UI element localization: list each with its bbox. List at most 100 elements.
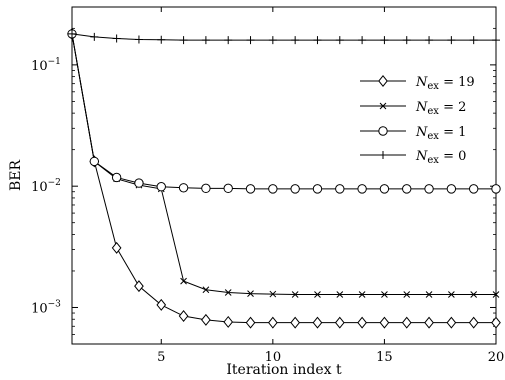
diamond-marker — [178, 310, 189, 323]
plus-marker — [447, 36, 456, 45]
circle-marker — [335, 184, 345, 194]
circle-marker — [245, 184, 256, 194]
diamond-marker — [401, 316, 412, 329]
x-tick-label: 20 — [488, 350, 505, 365]
series-plus — [68, 29, 500, 45]
legend-label: Nex = 0 — [415, 149, 466, 166]
circle-marker — [378, 126, 388, 136]
circle-marker — [357, 184, 367, 194]
diamond-marker — [424, 316, 434, 329]
diamond-marker — [267, 316, 278, 329]
x-marker — [470, 291, 478, 298]
x-marker — [202, 286, 210, 294]
plus-marker — [90, 32, 99, 41]
circle-marker — [312, 184, 323, 194]
plus-marker — [358, 36, 367, 45]
x-marker — [403, 291, 411, 298]
circle-marker — [290, 184, 300, 194]
circle-marker — [446, 184, 457, 194]
x-marker — [381, 291, 388, 298]
diamond-marker — [201, 313, 211, 326]
x-marker — [425, 291, 433, 298]
plus-marker — [246, 36, 255, 45]
plus-marker — [335, 36, 344, 45]
x-marker — [492, 291, 500, 298]
x-tick-label: 5 — [157, 350, 165, 365]
circle-marker — [468, 184, 479, 194]
diamond-marker — [312, 316, 323, 329]
legend-label: Nex = 2 — [415, 100, 466, 117]
x-marker — [224, 289, 232, 296]
circle-marker — [156, 182, 166, 192]
x-marker — [269, 290, 277, 298]
legend-label: Nex = 19 — [415, 75, 475, 92]
x-marker — [180, 277, 187, 285]
circle-marker — [379, 184, 390, 194]
diamond-marker — [134, 280, 144, 293]
circle-marker — [402, 184, 412, 194]
plus-marker — [157, 35, 166, 44]
diamond-marker — [245, 316, 256, 329]
y-tick-label: 10−3 — [31, 299, 61, 316]
circle-marker — [111, 172, 122, 183]
diamond-marker — [357, 316, 367, 329]
y-tick-label: 10−1 — [31, 57, 61, 74]
x-marker — [448, 291, 455, 298]
series-diamond — [67, 27, 501, 329]
x-marker — [291, 291, 299, 298]
plus-marker — [313, 36, 322, 45]
diamond-marker — [491, 316, 501, 329]
diamond-marker — [378, 75, 388, 87]
circle-marker — [201, 183, 211, 194]
series-line — [71, 33, 496, 324]
legend-item: Nex = 0 — [360, 149, 466, 166]
diamond-marker — [379, 316, 390, 329]
x-tick-label: 10 — [265, 350, 282, 365]
legend-item: Nex = 2 — [360, 100, 466, 117]
diamond-marker — [468, 316, 479, 329]
plus-marker — [380, 36, 389, 45]
x-marker — [358, 291, 366, 298]
y-axis-label: BER — [8, 160, 24, 192]
plus-marker — [134, 35, 143, 44]
circle-marker — [223, 183, 233, 194]
x-marker — [247, 290, 254, 298]
series-circle — [67, 29, 501, 194]
plus-marker — [469, 36, 478, 45]
x-marker — [314, 291, 321, 298]
circle-marker — [89, 156, 100, 167]
plus-marker — [402, 36, 411, 45]
legend-label: Nex = 1 — [415, 125, 466, 142]
diamond-marker — [111, 241, 122, 254]
circle-marker — [134, 178, 144, 188]
diamond-marker — [223, 315, 234, 328]
x-marker — [336, 291, 344, 298]
plot-frame — [71, 6, 497, 345]
legend-item: Nex = 19 — [360, 75, 475, 92]
plus-marker — [201, 36, 210, 45]
plus-marker — [492, 36, 500, 45]
plus-marker — [291, 36, 300, 45]
plus-marker — [179, 36, 188, 45]
x-tick-label: 15 — [376, 350, 393, 365]
diamond-marker — [446, 316, 457, 329]
circle-marker — [178, 183, 189, 193]
plus-marker — [425, 36, 434, 45]
diamond-marker — [334, 316, 345, 329]
plus-marker — [224, 36, 233, 45]
y-tick-label: 10−2 — [31, 178, 61, 195]
plus-marker — [68, 29, 76, 38]
diamond-marker — [290, 316, 301, 329]
plus-marker — [379, 151, 387, 159]
plus-marker — [112, 34, 121, 43]
x-axis-label: Iteration index t — [226, 362, 342, 378]
x-marker — [379, 102, 387, 110]
circle-marker — [491, 184, 501, 194]
circle-marker — [424, 184, 434, 194]
plus-marker — [268, 36, 277, 45]
plot-axes: 5 10 15 20 10−3 10−2 10−1 — [31, 6, 505, 365]
legend: Nex = 19 Nex = 2 Nex = 1 Nex = 0 — [360, 75, 475, 166]
legend-item: Nex = 1 — [360, 125, 466, 142]
diamond-marker — [156, 298, 167, 311]
